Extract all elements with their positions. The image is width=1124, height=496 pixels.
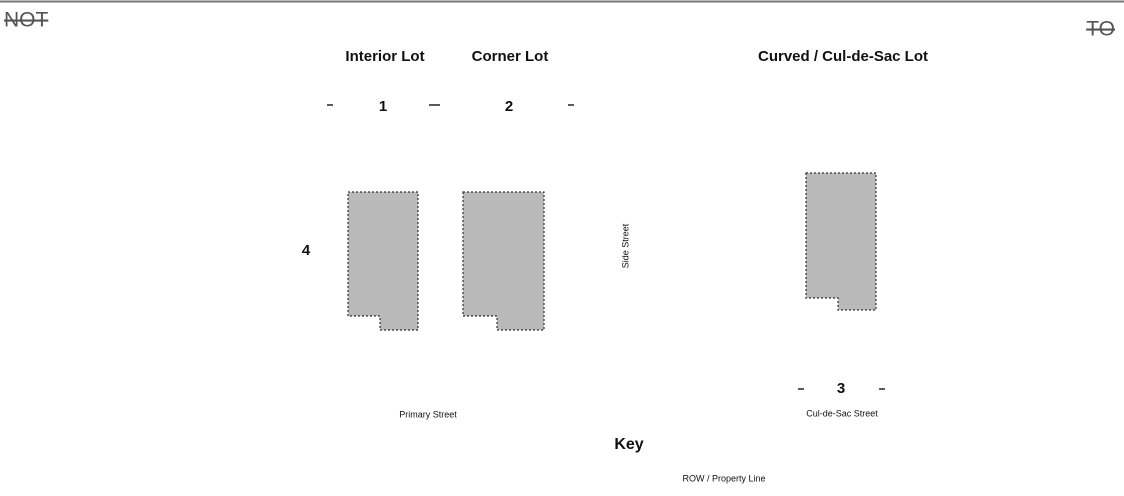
key-item: ROW / Property Line	[682, 473, 765, 483]
lot-title: Interior Lot	[345, 48, 424, 65]
lot-title: Corner Lot	[472, 48, 549, 65]
lot-number: 2	[505, 98, 513, 115]
lot-number: 1	[379, 98, 387, 115]
street-label: Cul-de-Sac Street	[806, 408, 878, 418]
street-label: Side Street	[620, 223, 630, 268]
lot-shape	[462, 191, 545, 331]
lot-shape	[347, 191, 419, 331]
key-title: Key	[614, 436, 643, 453]
lot-number: 3	[837, 380, 845, 397]
street-label: Primary Street	[399, 409, 457, 419]
header-left: NOT	[4, 9, 49, 32]
lot-title: Curved / Cul-de-Sac Lot	[758, 48, 928, 65]
header-right: TO	[1086, 18, 1115, 41]
dimension-dashes	[327, 104, 885, 390]
lot-shape	[805, 172, 877, 311]
side-number: 4	[302, 242, 311, 259]
